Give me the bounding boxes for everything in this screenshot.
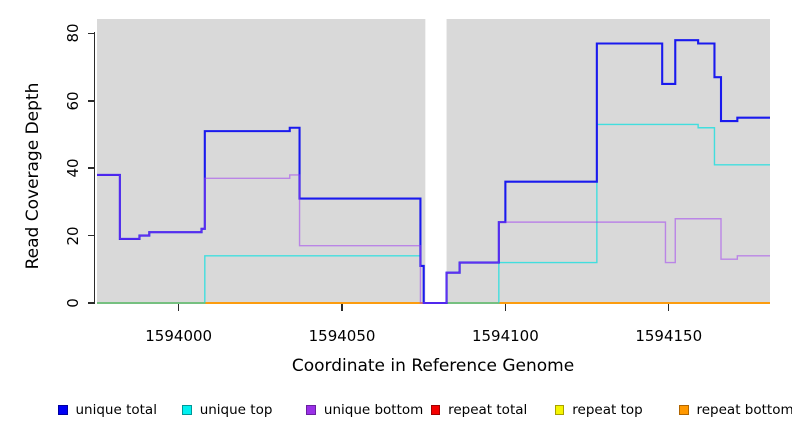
legend-item-repeat-bottom: repeat bottom: [679, 402, 792, 418]
legend-item-unique-bottom: unique bottom: [306, 402, 423, 418]
coverage-step-plot: [97, 19, 770, 304]
legend-label: unique total: [75, 402, 157, 418]
y-axis-tick: [87, 32, 94, 35]
legend-item-repeat-total: repeat total: [430, 402, 528, 418]
legend-swatch-icon: [182, 405, 192, 415]
y-axis-title: Read Coverage Depth: [23, 82, 43, 270]
plot-area: [97, 19, 770, 304]
x-axis-tick: [341, 304, 343, 311]
y-tick-label: 20: [64, 226, 82, 246]
legend-swatch-icon: [679, 405, 689, 415]
y-tick-label: 0: [64, 298, 82, 308]
x-tick-label: 1594050: [308, 327, 376, 345]
legend-label: unique top: [199, 402, 273, 418]
gap-band: [425, 19, 447, 304]
legend-swatch-icon: [554, 405, 565, 415]
legend-swatch-icon: [306, 405, 316, 415]
legend-swatch-icon: [58, 405, 68, 415]
legend-item-unique-total: unique total: [58, 402, 157, 418]
x-axis-tick: [667, 304, 670, 311]
series-line-unique-top: [97, 123, 770, 304]
x-tick-label: 1594150: [635, 327, 703, 345]
legend-label: repeat top: [572, 402, 643, 418]
y-axis-tick: [87, 234, 94, 237]
y-tick-label: 60: [64, 91, 82, 111]
y-tick-label: 80: [64, 23, 82, 43]
y-axis-tick: [87, 167, 94, 169]
y-axis-tick: [87, 302, 94, 304]
y-axis-line: [93, 32, 95, 304]
series-line-unique-bottom: [97, 174, 770, 304]
y-tick-label: 40: [64, 158, 82, 178]
x-tick-label: 1594000: [145, 327, 213, 345]
legend-swatch-icon: [430, 405, 441, 415]
y-axis-tick: [87, 100, 94, 102]
x-axis-tick: [177, 304, 180, 311]
legend-item-repeat-top: repeat top: [554, 402, 643, 418]
legend-item-unique-top: unique top: [182, 402, 272, 418]
x-axis-title: Coordinate in Reference Genome: [291, 356, 575, 376]
legend-label: repeat total: [448, 402, 528, 418]
x-tick-label: 1594100: [471, 327, 539, 345]
legend-label: repeat bottom: [696, 402, 792, 418]
legend-label: unique bottom: [323, 402, 424, 418]
x-axis-tick: [504, 304, 507, 311]
